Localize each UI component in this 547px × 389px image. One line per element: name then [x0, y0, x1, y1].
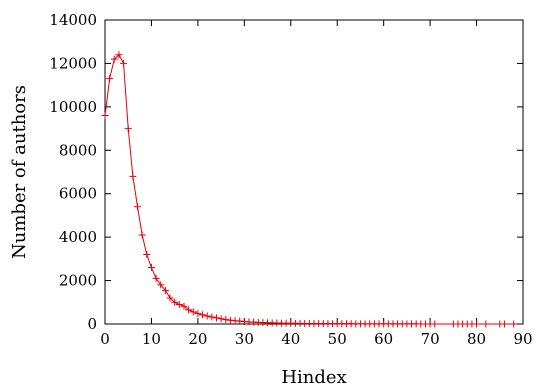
x-tick-label: 20	[188, 330, 207, 348]
data-point	[212, 314, 220, 322]
x-tick-label: 80	[467, 330, 486, 348]
data-point	[175, 300, 183, 308]
data-point	[217, 315, 225, 323]
data-point	[510, 320, 518, 328]
data-point	[161, 286, 169, 294]
y-tick-label: 10000	[49, 98, 97, 116]
y-tick-label: 4000	[59, 228, 97, 246]
y-axis-label: Number of authors	[9, 85, 30, 259]
x-tick-label: 30	[235, 330, 254, 348]
data-point	[473, 320, 481, 328]
data-point	[101, 112, 109, 120]
data-point	[208, 313, 216, 321]
data-point	[106, 75, 114, 83]
y-tick-label: 12000	[49, 54, 97, 72]
x-tick-label: 40	[281, 330, 300, 348]
tick-labels: 0 10 20 30 40 50 60 70 80 90 0 2000 4000 6000 8000 1000…	[49, 11, 532, 348]
data-point	[185, 306, 193, 314]
data-point	[147, 264, 155, 272]
series-line	[104, 53, 514, 325]
data-point	[120, 59, 128, 67]
data-point	[482, 320, 490, 328]
x-tick-label: 70	[421, 330, 440, 348]
data-point	[203, 312, 211, 320]
x-tick-label: 50	[328, 330, 347, 348]
x-tick-label: 0	[100, 330, 110, 348]
data-point	[129, 172, 137, 180]
y-tick-label: 2000	[59, 272, 97, 290]
data-point	[222, 316, 230, 324]
x-tick-label: 10	[142, 330, 161, 348]
y-tick-label: 14000	[49, 11, 97, 29]
data-point	[189, 308, 197, 316]
y-tick-label: 0	[87, 315, 97, 333]
data-point	[500, 320, 508, 328]
data-point	[199, 311, 207, 319]
y-tick-label: 8000	[59, 141, 97, 159]
data-point	[171, 298, 179, 306]
data-point	[138, 231, 146, 239]
data-point	[152, 274, 160, 282]
data-point	[115, 51, 123, 59]
x-tick-label: 90	[513, 330, 532, 348]
data-point	[110, 55, 118, 63]
data-point	[166, 294, 174, 302]
data-point	[431, 320, 439, 328]
data-point	[157, 281, 165, 289]
y-tick-label: 6000	[59, 185, 97, 203]
axis-ticks	[104, 19, 524, 325]
x-axis-label: Hindex	[281, 367, 346, 388]
data-point	[143, 251, 151, 259]
plot-frame	[104, 19, 524, 325]
data-point	[180, 302, 188, 310]
series-layer	[101, 51, 518, 328]
data-point	[134, 203, 142, 211]
x-tick-label: 60	[374, 330, 393, 348]
data-point	[124, 125, 132, 133]
data-point	[194, 310, 202, 318]
